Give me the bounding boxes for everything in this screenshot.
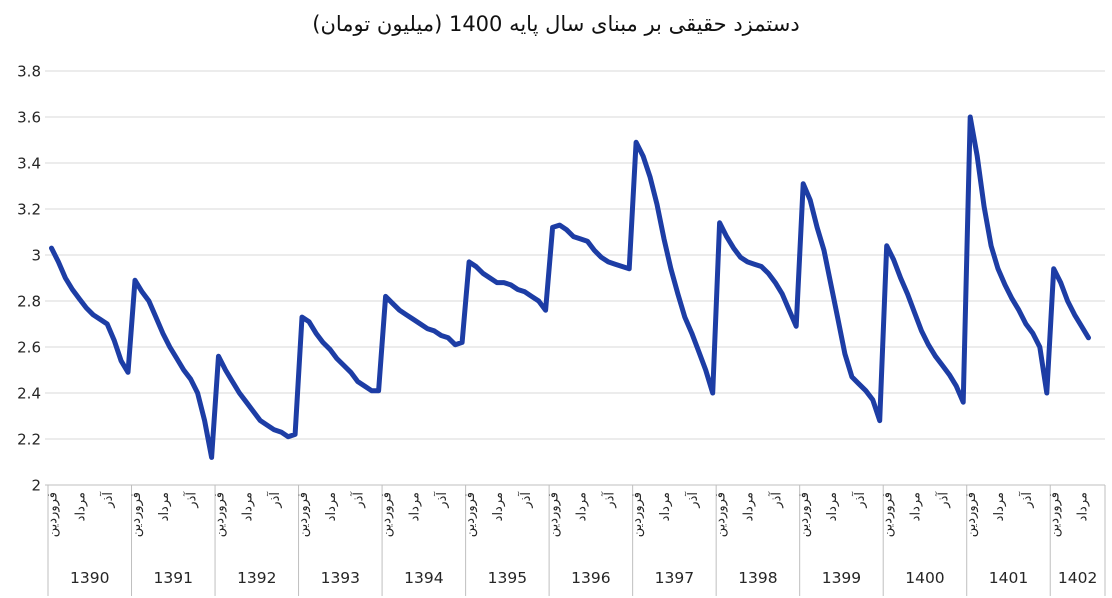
- x-axis-month-label: آذر: [1018, 491, 1035, 509]
- x-axis-month-label: فروردین: [296, 492, 311, 537]
- y-tick-label: 2.4: [17, 385, 41, 403]
- y-tick-label: 2: [31, 477, 41, 495]
- x-axis-year-label: 1394: [404, 569, 443, 587]
- x-axis-month-label: آذر: [684, 491, 701, 509]
- x-axis-month-label: مرداد: [909, 492, 924, 521]
- x-axis-month-label: آذر: [350, 491, 367, 509]
- x-axis-year-label: 1393: [321, 569, 360, 587]
- x-axis-month-label: فروردین: [630, 492, 645, 537]
- y-tick-label: 3.8: [17, 63, 41, 81]
- x-axis-month-label: مرداد: [992, 492, 1007, 521]
- x-axis-month-label: مرداد: [658, 492, 673, 521]
- x-axis-month-label: فروردین: [213, 492, 228, 537]
- y-tick-label: 3.4: [17, 155, 41, 173]
- x-axis-year-label: 1390: [70, 569, 109, 587]
- x-axis-month-label: مرداد: [1076, 492, 1091, 521]
- x-axis-year-label: 1397: [655, 569, 694, 587]
- x-axis-month-label: مرداد: [407, 492, 422, 521]
- x-axis-month-label: مرداد: [825, 492, 840, 521]
- x-axis-month-label: آذر: [851, 491, 868, 509]
- x-axis-month-label: آذر: [600, 491, 617, 509]
- x-axis-year-label: 1391: [154, 569, 193, 587]
- x-axis-month-label: مرداد: [741, 492, 756, 521]
- x-axis-month-label: فروردین: [964, 492, 979, 537]
- x-axis-month-label: فروردین: [45, 492, 60, 537]
- x-axis-month-label: آذر: [767, 491, 784, 509]
- x-axis-month-label: فروردین: [547, 492, 562, 537]
- x-axis-month-label: فروردین: [463, 492, 478, 537]
- x-axis-month-label: مرداد: [157, 492, 172, 521]
- x-axis-year-label: 1400: [905, 569, 944, 587]
- x-axis-month-label: مرداد: [73, 492, 88, 521]
- x-axis-month-label: مرداد: [574, 492, 589, 521]
- x-axis-year-label: 1402: [1058, 569, 1097, 587]
- x-axis-month-label: آذر: [99, 491, 116, 509]
- x-axis-month-label: آذر: [266, 491, 283, 509]
- x-axis-year-label: 1395: [488, 569, 527, 587]
- x-axis-month-label: فروردین: [1048, 492, 1063, 537]
- x-axis-month-label: فروردین: [797, 492, 812, 537]
- x-axis-month-label: فروردین: [129, 492, 144, 537]
- x-axis-year-label: 1401: [989, 569, 1028, 587]
- y-tick-label: 2.8: [17, 293, 41, 311]
- x-axis-month-label: آذر: [183, 491, 200, 509]
- x-axis-month-label: آذر: [517, 491, 534, 509]
- chart-title: دستمزد حقیقی بر مبنای سال پایه 1400 (میل…: [312, 12, 800, 36]
- x-axis-year-label: 1399: [822, 569, 861, 587]
- x-axis-month-label: فروردین: [380, 492, 395, 537]
- x-axis-month-label: آذر: [934, 491, 951, 509]
- x-axis-month-label: آذر: [433, 491, 450, 509]
- y-tick-label: 3.2: [17, 201, 41, 219]
- x-axis-year-label: 1396: [571, 569, 610, 587]
- y-tick-label: 2.6: [17, 339, 41, 357]
- x-axis-year-label: 1392: [237, 569, 276, 587]
- y-tick-label: 3: [31, 247, 41, 265]
- y-tick-label: 2.2: [17, 431, 41, 449]
- x-axis-month-label: فروردین: [714, 492, 729, 537]
- x-axis-month-label: فروردین: [881, 492, 896, 537]
- x-axis-year-label: 1398: [738, 569, 777, 587]
- y-tick-label: 3.6: [17, 109, 41, 127]
- wage-line-series: [49, 114, 1091, 460]
- x-axis-month-label: مرداد: [491, 492, 506, 521]
- x-axis-month-label: مرداد: [240, 492, 255, 521]
- x-axis-month-label: مرداد: [324, 492, 339, 521]
